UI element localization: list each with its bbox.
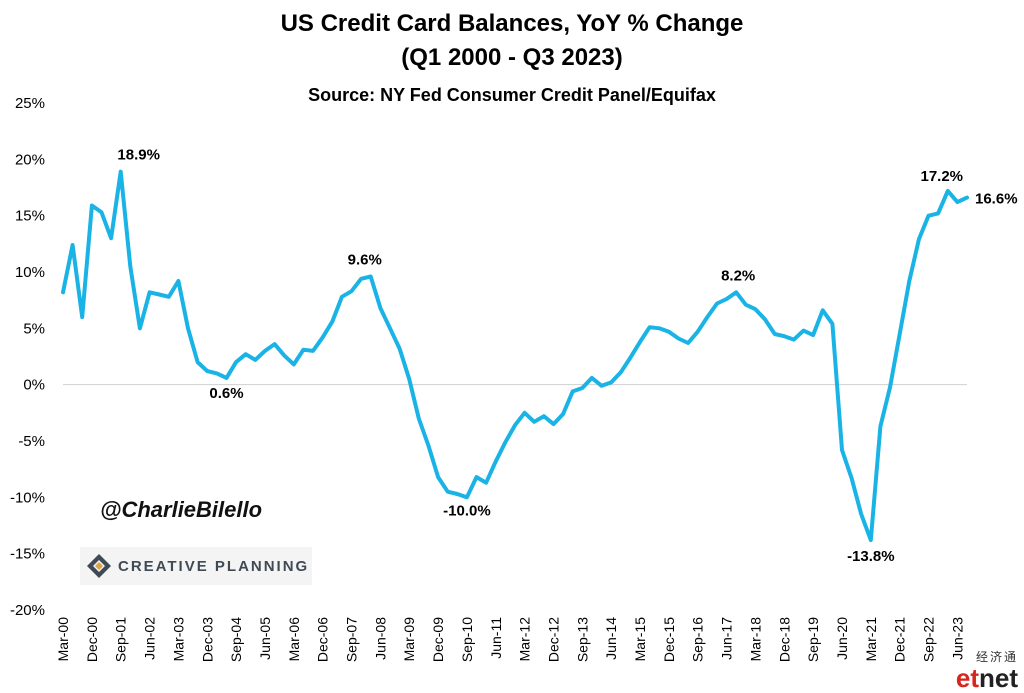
x-tick-label: Sep-07: [344, 617, 360, 662]
chart-title: US Credit Card Balances, YoY % Change: [280, 10, 744, 37]
etnet-logo: etnet: [956, 665, 1018, 691]
y-tick-label: 10%: [15, 264, 45, 281]
data-label: 17.2%: [920, 168, 963, 185]
data-label: -13.8%: [847, 548, 895, 565]
x-tick-label: Dec-09: [430, 617, 446, 662]
y-tick-label: -20%: [10, 602, 45, 619]
x-tick-label: Dec-03: [199, 617, 215, 662]
x-tick-label: Sep-10: [459, 617, 475, 662]
x-tick-label: Dec-18: [776, 617, 792, 662]
series-line: [61, 169, 969, 543]
x-tick-label: Dec-21: [892, 617, 908, 662]
x-tick-label: Sep-22: [921, 617, 937, 662]
x-tick-label: Dec-12: [545, 617, 561, 662]
x-tick-label: Jun-05: [257, 617, 273, 660]
y-tick-label: 25%: [15, 95, 45, 112]
x-tick-label: Mar-06: [286, 617, 302, 662]
y-tick-label: -5%: [18, 433, 45, 450]
etnet-chinese-text: 经济通: [975, 650, 1018, 664]
creative-planning-logo-text: CREATIVE PLANNING: [118, 557, 310, 575]
y-tick-label: 20%: [15, 151, 45, 168]
creative-planning-logo: CREATIVE PLANNING: [80, 547, 312, 585]
data-label: 16.6%: [975, 191, 1018, 208]
etnet-logo-net: net: [979, 663, 1018, 693]
x-tick-label: Mar-00: [55, 617, 71, 662]
x-tick-label: Jun-14: [603, 617, 619, 660]
x-tick-label: Jun-08: [372, 617, 388, 660]
x-tick-label: Jun-17: [719, 617, 735, 660]
x-tick-label: Dec-15: [661, 617, 677, 662]
chart-subtitle: Source: NY Fed Consumer Credit Panel/Equ…: [308, 85, 716, 105]
data-label: 18.9%: [117, 147, 160, 164]
x-tick-label: Mar-12: [517, 617, 533, 662]
x-tick-label: Mar-09: [401, 617, 417, 662]
etnet-watermark: 经济通 etnet: [956, 648, 1018, 691]
creative-planning-logo-icon: [87, 554, 111, 578]
x-tick-label: Sep-04: [228, 617, 244, 662]
chart-title-period: (Q1 2000 - Q3 2023): [401, 44, 623, 71]
etnet-logo-et: et: [955, 663, 979, 693]
x-tick-label: Sep-13: [574, 617, 590, 662]
data-label: 8.2%: [721, 267, 755, 284]
y-tick-label: -15%: [10, 546, 45, 563]
x-tick-label: Sep-16: [690, 617, 706, 662]
y-tick-label: 15%: [15, 208, 45, 225]
x-tick-label: Mar-21: [863, 617, 879, 662]
y-tick-label: 5%: [23, 320, 45, 337]
data-label: 9.6%: [348, 252, 382, 269]
y-tick-label: -10%: [10, 489, 45, 506]
x-tick-label: Mar-18: [747, 617, 763, 662]
author-handle: @CharlieBilello: [100, 497, 263, 522]
x-tick-label: Dec-06: [315, 617, 331, 662]
x-tick-label: Mar-03: [170, 617, 186, 662]
x-tick-label: Jun-02: [142, 617, 158, 660]
x-tick-label: Mar-15: [632, 617, 648, 662]
x-tick-label: Jun-11: [488, 617, 504, 659]
x-tick-label: Sep-01: [113, 617, 129, 662]
x-tick-label: Dec-00: [84, 617, 100, 662]
data-label: -10.0%: [443, 502, 491, 519]
x-tick-label: Sep-19: [805, 617, 821, 662]
x-tick-label: Jun-23: [949, 617, 965, 660]
y-tick-label: 0%: [23, 377, 45, 394]
data-label: 0.6%: [209, 385, 243, 402]
x-tick-label: Jun-20: [834, 617, 850, 660]
